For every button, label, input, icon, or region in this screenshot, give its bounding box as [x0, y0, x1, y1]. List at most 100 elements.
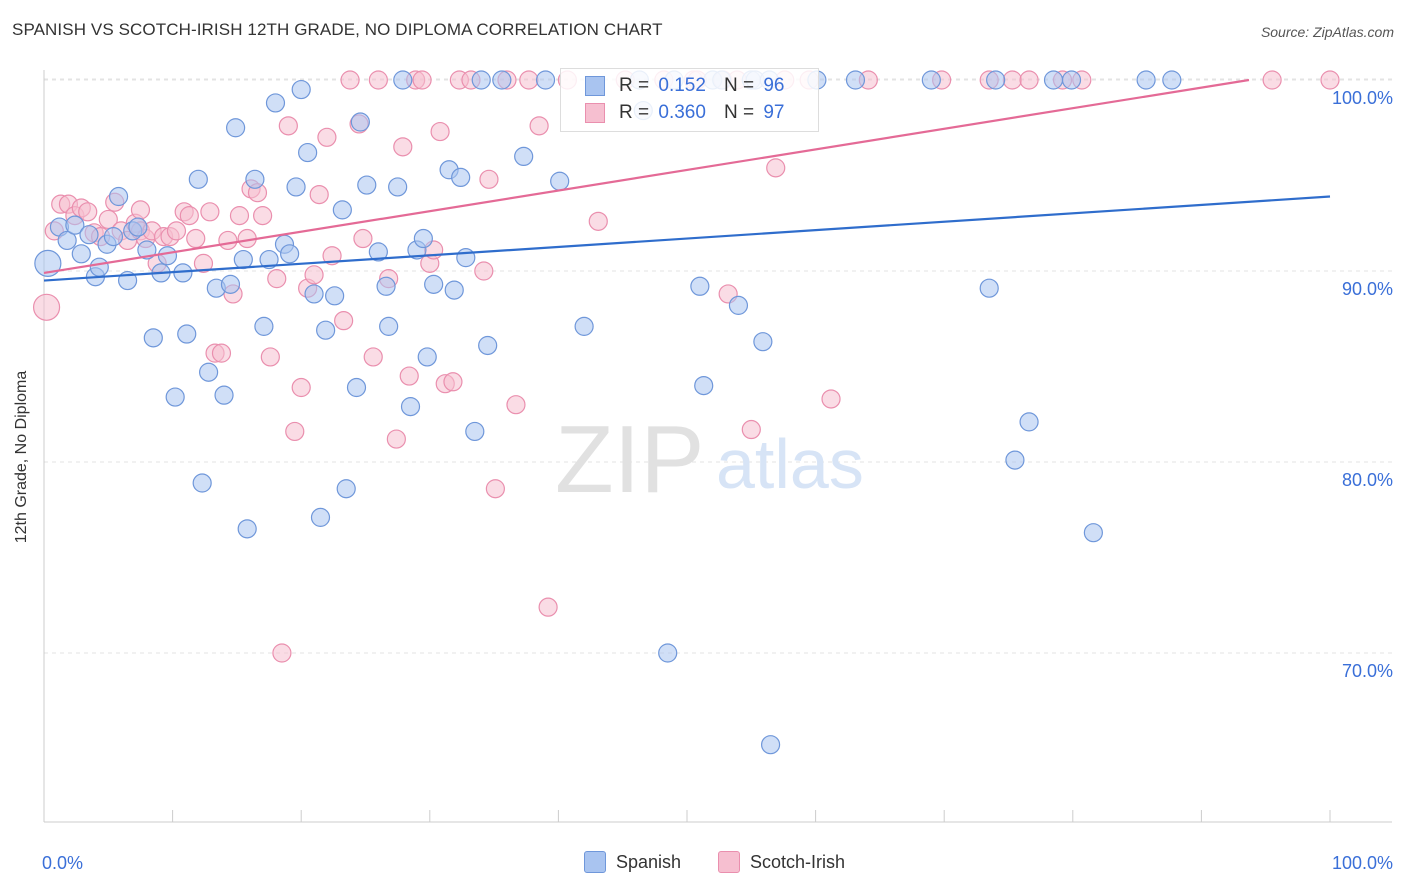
spanish-point: [1019, 412, 1039, 432]
spanish-point: [413, 228, 433, 249]
scotch-irish-point: [278, 116, 298, 136]
spanish-point: [199, 362, 219, 382]
spanish-point: [535, 70, 556, 90]
legend-r-value: 0.152: [658, 75, 706, 96]
spanish-point: [1061, 70, 1082, 90]
legend-r-label: R =: [619, 75, 650, 96]
scotch-irish-point: [519, 70, 539, 90]
spanish-point: [424, 274, 444, 294]
scotch-irish-point: [98, 209, 118, 230]
scotch-irish-point: [285, 421, 305, 442]
spanish-point: [265, 93, 286, 113]
spanish-point: [921, 70, 941, 90]
scotch-irish-point: [272, 643, 292, 663]
source-label: Source: ZipAtlas.com: [1260, 24, 1394, 40]
spanish-point: [237, 519, 257, 539]
spanish-point: [753, 332, 773, 352]
scotch-irish-point: [430, 121, 450, 142]
spanish-point: [298, 142, 318, 163]
spanish-point: [451, 167, 471, 188]
scotch-irish-point: [229, 206, 250, 226]
legend-n-value: 96: [763, 75, 785, 96]
spanish-swatch: [584, 851, 606, 873]
spanish-point: [393, 70, 413, 90]
spanish-point: [192, 473, 212, 493]
spanish-point: [986, 70, 1006, 90]
spanish-point: [471, 70, 491, 90]
watermark-zip: ZIP: [555, 406, 704, 513]
legend-row-spanish: R = 0.152 N = 96: [585, 74, 784, 98]
scotch-irish-point: [386, 429, 406, 449]
spanish-point: [350, 112, 370, 132]
scotch-irish-point: [443, 372, 463, 392]
spanish-point: [188, 169, 208, 189]
scotch-irish-point: [211, 343, 232, 363]
scotch-irish-point: [1019, 70, 1039, 90]
spanish-point: [233, 249, 253, 270]
spanish-point: [1136, 70, 1156, 90]
scotch-irish-point: [267, 269, 287, 289]
series-scotch-irish: [32, 70, 1340, 663]
spanish-point: [108, 186, 129, 207]
spanish-point: [658, 643, 678, 663]
y-tick-label: 70.0%: [1342, 661, 1393, 681]
scotch-irish-point: [317, 127, 337, 147]
spanish-point: [690, 276, 710, 296]
spanish-point: [346, 377, 367, 398]
spanish-point: [1162, 70, 1182, 90]
spanish-point: [65, 215, 85, 235]
legend-n-label: N =: [723, 75, 755, 96]
legend-item-spanish[interactable]: Spanish: [584, 851, 681, 873]
spanish-point: [226, 118, 246, 138]
scotch-irish-point: [200, 202, 220, 222]
scotch-irish-point: [529, 116, 549, 136]
y-tick-label: 80.0%: [1342, 470, 1393, 490]
chart-title: SPANISH VS SCOTCH-IRISH 12TH GRADE, NO D…: [12, 20, 663, 39]
scotch-irish-point: [193, 253, 214, 273]
scotch-irish-swatch: [718, 851, 740, 873]
scotch-irish-point: [304, 265, 324, 285]
legend-label-scotch-irish: Scotch-Irish: [750, 851, 846, 872]
spanish-point: [103, 227, 124, 247]
scotch-irish-point: [78, 202, 98, 222]
scotch-irish-point: [260, 347, 280, 367]
trend-line-spanish: [43, 195, 1331, 282]
spanish-point: [34, 249, 62, 277]
spanish-point: [220, 274, 241, 294]
scotch-irish-point: [340, 70, 360, 90]
watermark-atlas: atlas: [716, 425, 864, 503]
spanish-point: [376, 276, 396, 296]
legend-item-scotch-irish[interactable]: Scotch-Irish: [718, 851, 845, 873]
spanish-point: [214, 385, 234, 405]
spanish-point: [316, 320, 336, 340]
scotch-irish-point: [1002, 70, 1022, 90]
legend-n-label: N =: [723, 102, 755, 123]
spanish-point: [165, 387, 185, 407]
scotch-irish-point: [166, 221, 187, 241]
scotch-irish-point: [399, 366, 419, 386]
spanish-point: [177, 324, 197, 344]
spanish-point: [137, 240, 157, 260]
legend-r-value: 0.360: [658, 102, 706, 123]
spanish-point: [304, 284, 324, 304]
scotch-irish-point: [485, 479, 505, 499]
spanish-point: [456, 248, 476, 268]
y-tick-label: 100.0%: [1332, 88, 1393, 108]
spanish-point: [694, 376, 714, 396]
trend-line-scotch-irish: [43, 78, 1250, 274]
legend-box: R = 0.152 N = 96 R = 0.360 N = 97: [560, 68, 819, 132]
spanish-point: [254, 316, 274, 336]
spanish-point: [332, 200, 352, 220]
scotch-irish-point: [412, 70, 432, 90]
x-tick-label: 100.0%: [1332, 853, 1393, 873]
scotch-irish-point: [179, 206, 199, 226]
spanish-point: [492, 70, 512, 90]
scotch-irish-point: [479, 169, 499, 189]
spanish-point: [245, 169, 265, 189]
x-tick-label: 0.0%: [42, 853, 83, 873]
spanish-point: [336, 479, 356, 499]
spanish-point: [400, 397, 421, 417]
scotch-irish-point: [334, 311, 354, 331]
scotch-irish-point: [32, 293, 61, 321]
spanish-point: [514, 146, 534, 166]
